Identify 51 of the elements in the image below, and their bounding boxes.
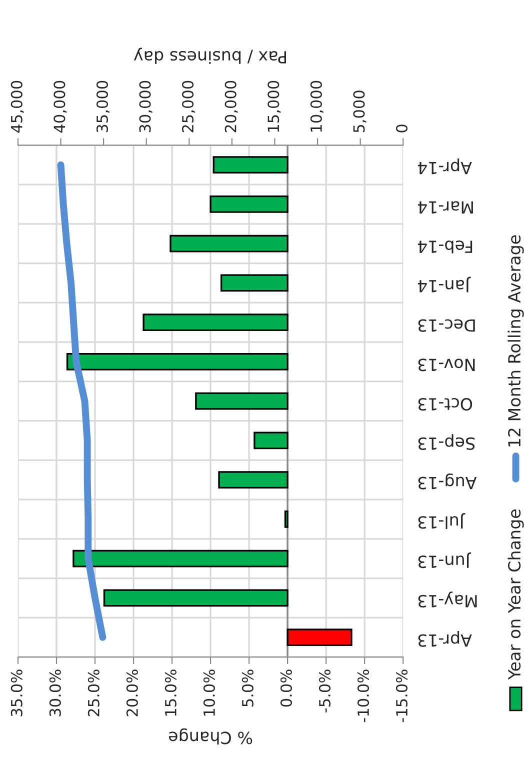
x-tick-label: 15.0% — [164, 670, 176, 716]
bar — [210, 196, 288, 213]
x2-tick-label: 45,000 — [10, 80, 24, 133]
x-tick-label: 20.0% — [126, 670, 138, 716]
x-tick-label: 10.0% — [203, 670, 215, 716]
y-tick-label: Aug-13 — [418, 474, 477, 490]
text: 12 Month Rolling Average — [508, 235, 524, 446]
x-tick-label: -15.0% — [396, 670, 408, 722]
x-tick-label: -5.0% — [318, 670, 331, 712]
text: Year on Year Change — [508, 510, 524, 680]
x-tick-label: 35.0% — [10, 670, 22, 716]
x2-tick-label: 0 — [396, 124, 408, 132]
x-tick-label: 30.0% — [49, 670, 61, 716]
bar — [254, 432, 288, 450]
bar — [286, 628, 352, 646]
x-tick-label: 25.0% — [88, 670, 100, 716]
x2-tick-label: 35,000 — [96, 80, 110, 132]
x2-tick-label: 20,000 — [224, 80, 238, 132]
y-tick-label: Apr-13 — [418, 631, 472, 647]
y-tick-label: May-13 — [418, 592, 477, 608]
y-tick-label: Dec-13 — [418, 319, 475, 332]
bar — [170, 234, 288, 252]
bar — [66, 353, 288, 370]
bar — [195, 392, 288, 410]
y-tick-label: Jun-13 — [418, 552, 472, 568]
x2-axis-title: Pax / business day — [134, 48, 286, 64]
x-tick-label: 0.0% — [280, 670, 292, 707]
y-tick-label: Jul-13 — [418, 513, 466, 530]
bar — [72, 550, 288, 568]
bar — [103, 589, 288, 607]
x-axis-title: % Change — [168, 728, 252, 745]
x2-tick-label: 10,000 — [310, 80, 324, 132]
x2-tick-label: 40,000 — [54, 80, 67, 133]
y-tick-label: Mar-14 — [418, 201, 473, 214]
x2-tick-label: 25,000 — [182, 80, 196, 132]
bar — [212, 156, 288, 174]
y-tick-label: Oct-13 — [418, 398, 472, 411]
y-tick-label: Sep-13 — [418, 434, 475, 450]
x2-tick-label: 5,000 — [353, 90, 366, 132]
bar — [142, 314, 288, 332]
x2-tick-label: 15,000 — [268, 80, 281, 132]
bar — [218, 471, 288, 489]
x-tick-label: -10.0% — [357, 670, 370, 722]
y-tick-label: Feb-14 — [418, 240, 472, 254]
y-tick-label: Nov-13 — [418, 358, 475, 372]
bar — [220, 274, 288, 292]
x2-tick-label: 30,000 — [139, 80, 152, 132]
x-tick-label: 5.0% — [242, 670, 254, 706]
y-tick-label: Jan-14 — [418, 276, 471, 292]
y-tick-label: Apr-14 — [418, 158, 472, 174]
bar — [284, 510, 288, 528]
